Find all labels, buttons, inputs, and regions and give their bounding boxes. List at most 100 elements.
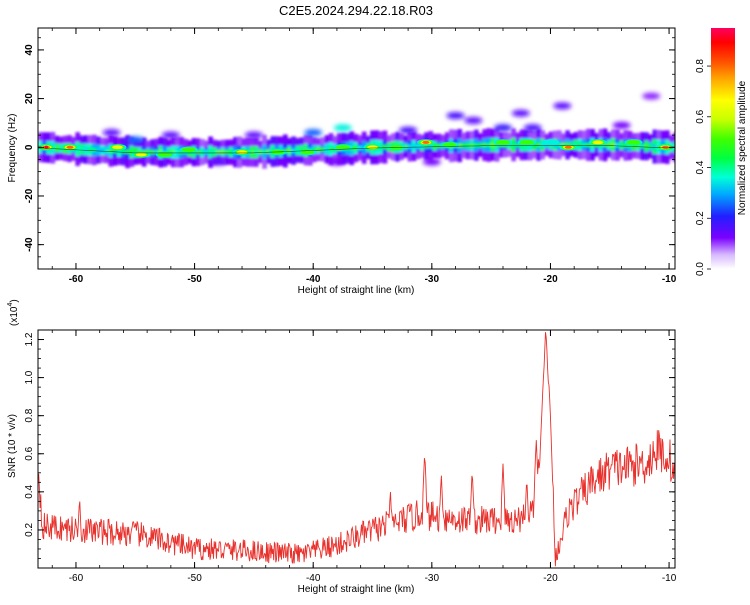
x-tick-label: -50 — [187, 274, 202, 285]
x-tick-label: -30 — [425, 274, 440, 285]
band-center-cell — [145, 149, 151, 155]
spectrogram-panel: -60 -50 -40 -30 -20 -10 -40 -20 0 20 40 Height of… — [7, 27, 677, 296]
spectrogram-faint-blob — [493, 124, 512, 132]
band-center-cell — [461, 143, 467, 148]
band-center-cell — [324, 147, 330, 152]
y-tick-label: 0.8 — [24, 408, 35, 422]
hotspot-contour — [519, 139, 534, 145]
band-center-cell — [640, 143, 645, 149]
band-center-cell — [432, 143, 438, 149]
band-center-cell — [644, 144, 649, 149]
hotspot-contour — [181, 147, 196, 153]
x-tick-label: -60 — [69, 573, 84, 584]
y-tick-label: 1.0 — [24, 370, 35, 384]
spectrogram-hotspot — [298, 149, 317, 156]
snr-panel: -60 -50 -40 -30 -20 -10 0.2 0.4 0.6 0.8 1.0 1.2 He… — [7, 299, 677, 595]
band-center-cell — [573, 142, 579, 148]
band-center-cell — [195, 149, 201, 155]
band-center-cell — [220, 149, 226, 155]
y-tick-label: 0.4 — [24, 484, 35, 498]
band-center-cell — [507, 142, 512, 148]
band-center-cell — [486, 142, 492, 148]
spectrogram-hotspot — [440, 141, 459, 148]
band-center-cell — [75, 146, 81, 152]
band-center-cell — [415, 144, 421, 149]
band-center-cell — [253, 149, 259, 155]
band-center-cell — [129, 149, 135, 155]
band-center-cell — [515, 142, 521, 148]
x-tick-label: -40 — [306, 573, 321, 584]
spectrogram-hotspot — [363, 144, 382, 151]
band-center-cell — [100, 148, 106, 153]
snr-x-ticks: -60 -50 -40 -30 -20 -10 — [51, 330, 677, 584]
band-center-cell — [540, 142, 546, 148]
spectrogram-hotspot — [493, 139, 512, 146]
spectrogram-hotspot — [624, 139, 643, 146]
y-tick-label: -40 — [24, 237, 35, 252]
band-center-cell — [316, 147, 321, 152]
band-center-cell — [249, 149, 255, 155]
band-center-cell — [532, 142, 537, 148]
spectrogram-faint-blob — [553, 102, 572, 110]
band-center-cell — [536, 142, 541, 148]
band-center-cell — [216, 149, 222, 155]
colorbar-tick-label: 0.6 — [695, 109, 706, 123]
spectrogram-faint-blob — [126, 136, 145, 144]
band-center-cell — [108, 148, 114, 153]
band-center-cell — [79, 147, 85, 152]
hotspot-contour — [135, 152, 147, 157]
band-center-cell — [606, 142, 612, 148]
spectrogram-x-ticks: -60 -50 -40 -30 -20 -10 — [51, 28, 677, 285]
band-center-cell — [615, 142, 620, 148]
spectrogram-faint-blob — [642, 92, 661, 100]
band-center-cell — [208, 149, 213, 155]
band-center-cell — [320, 147, 326, 152]
spectrogram-frame — [37, 27, 676, 270]
band-center-cell — [581, 142, 587, 148]
band-center-cell — [179, 149, 184, 155]
x-tick-label: -10 — [662, 573, 677, 584]
y-tick-label: 20 — [24, 93, 35, 105]
snr-plot-area — [38, 332, 675, 567]
band-center-cell — [54, 145, 60, 151]
chart-title: C2E5.2024.294.22.18.R03 — [279, 3, 433, 18]
snr-multiplier: (x104) — [7, 299, 20, 326]
band-center-cell — [91, 147, 97, 153]
spectrogram-y-axis-label: Frequency (Hz) — [7, 114, 18, 183]
spectrogram-faint-blob — [523, 124, 542, 132]
snr-x-axis-label: Height of straight line (km) — [298, 584, 415, 595]
spectrogram-faint-blob — [244, 131, 263, 139]
x-tick-label: -40 — [306, 274, 321, 285]
snr-multiplier-exponent: 4 — [7, 303, 14, 307]
band-center-cell — [96, 147, 101, 153]
hotspot-contour — [592, 140, 604, 145]
spectrogram-hotspot — [233, 149, 252, 156]
band-center-cell — [83, 147, 89, 152]
band-center-cell — [482, 142, 487, 148]
colorbar-tick-label: 0.4 — [695, 160, 706, 174]
y-tick-label: 0 — [24, 144, 35, 150]
spectrogram-faint-blob — [422, 158, 441, 166]
y-tick-label: 0.2 — [24, 523, 35, 537]
x-tick-label: -50 — [187, 573, 202, 584]
y-tick-label: -20 — [24, 188, 35, 203]
hotspot-contour — [495, 139, 511, 145]
band-center-cell — [204, 149, 209, 155]
spectrogram-hotspot — [108, 144, 127, 151]
hotspot-contour — [564, 145, 572, 149]
hotspot-contour — [335, 144, 351, 150]
band-center-cell — [295, 148, 301, 153]
spectrogram-faint-blob — [399, 126, 418, 134]
band-center-cell — [175, 149, 180, 155]
x-tick-label: -60 — [69, 274, 84, 285]
spectrogram-hotspot — [155, 151, 174, 158]
spectrogram-hotspot — [132, 151, 151, 158]
band-center-cell — [457, 143, 463, 148]
band-center-cell — [125, 149, 130, 154]
spectrogram-faint-blob — [446, 112, 465, 120]
band-center-cell — [312, 147, 317, 152]
band-center-cell — [104, 148, 110, 153]
band-center-cell — [556, 142, 562, 148]
band-center-cell — [357, 145, 363, 151]
